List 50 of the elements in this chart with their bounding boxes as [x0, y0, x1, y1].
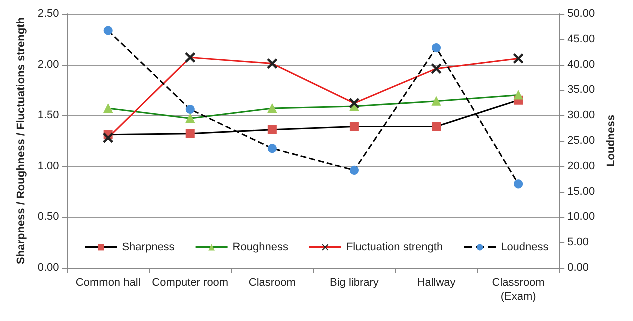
legend-label: Sharpness	[122, 242, 176, 254]
x-tick-label: Big library	[330, 277, 380, 289]
y2-tick-label: 5.00	[568, 236, 589, 249]
point	[432, 64, 442, 74]
point	[268, 144, 277, 154]
y2-tick-label: 45.00	[568, 33, 596, 46]
x-tick-label: Classroom (Exam)	[492, 277, 545, 303]
point	[349, 98, 360, 108]
y2-tick-label: 40.00	[568, 58, 596, 71]
y2-tick-label: 25.00	[568, 135, 596, 147]
y-tick-label: 2.50	[38, 8, 60, 20]
point	[514, 54, 524, 64]
y2-tick-label: 30.00	[568, 110, 596, 122]
point	[267, 58, 278, 69]
y2-tick-label: 50.00	[568, 8, 596, 20]
point	[514, 90, 524, 100]
y2-tick-label: 0.00	[568, 262, 589, 274]
y2-tick-label: 10.00	[568, 211, 596, 224]
point	[268, 104, 277, 113]
y-axis-title: Sharpness / Roughness / Fluctuations strength	[16, 17, 28, 264]
point	[104, 26, 113, 36]
y-tick-label: 0.50	[38, 211, 60, 224]
point	[186, 129, 195, 138]
point	[432, 44, 442, 53]
legend-label: Loudness	[501, 242, 550, 254]
point	[514, 180, 524, 189]
point	[432, 96, 442, 106]
point	[104, 104, 113, 113]
y-tick-label: 2.00	[38, 58, 60, 71]
y2-tick-label: 35.00	[568, 84, 596, 96]
legend-label: Roughness	[232, 242, 289, 254]
y2-tick-label: 15.00	[568, 186, 596, 198]
y-tick-label: 0.00	[38, 262, 60, 274]
point	[268, 125, 277, 134]
x-tick-label: Computer room	[152, 277, 229, 289]
x-tick-label: Hallway	[417, 277, 456, 289]
point	[103, 132, 114, 143]
point	[186, 105, 195, 114]
point	[185, 52, 196, 63]
point	[350, 166, 359, 175]
point	[350, 122, 359, 132]
x-tick-label: Clasroom	[248, 277, 296, 289]
legend-label: Fluctuation strength	[346, 242, 444, 254]
x-tick-label: Common hall	[76, 277, 141, 289]
y-tick-label: 1.50	[38, 110, 60, 122]
point	[432, 122, 442, 132]
y2-tick-label: 20.00	[568, 160, 596, 172]
y-tick-label: 1.00	[38, 160, 60, 172]
y2-axis-title: Loudness	[606, 115, 618, 167]
point	[186, 114, 195, 124]
